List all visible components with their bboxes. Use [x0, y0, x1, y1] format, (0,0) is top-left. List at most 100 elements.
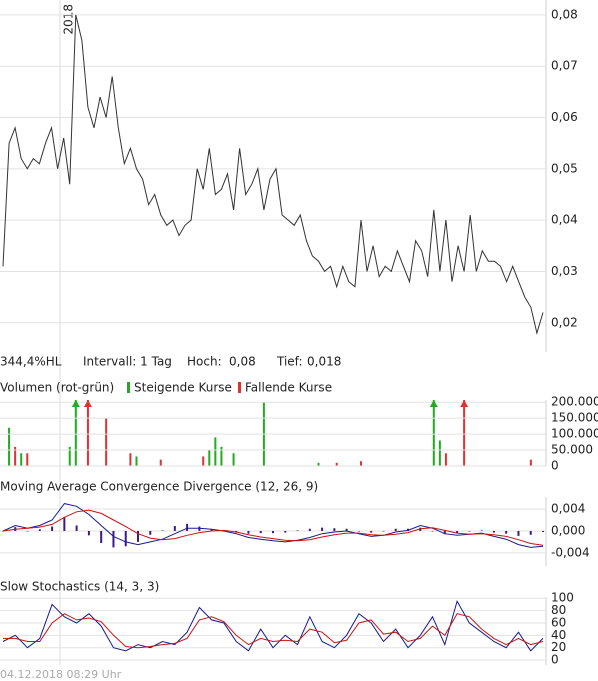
overflow-arrow	[429, 400, 438, 407]
volume-bar	[14, 446, 17, 466]
y-tick-label: 50.000	[551, 443, 593, 457]
line	[2, 509, 544, 546]
volume-bar	[202, 456, 205, 466]
volume-bar	[135, 456, 138, 466]
y-tick-label: 0,07	[551, 59, 578, 73]
histogram-bar	[370, 530, 373, 533]
line	[2, 600, 544, 652]
histogram-bar	[480, 530, 483, 531]
histogram-bar	[345, 528, 348, 531]
histogram-bar	[2, 530, 4, 532]
legend-swatch	[238, 382, 241, 393]
y-tick-label: 150.000	[551, 411, 598, 425]
volume-bar	[438, 440, 441, 466]
y-tick-label: 100.000	[551, 427, 598, 441]
volume-bar	[529, 459, 532, 466]
histogram-bar	[149, 530, 152, 535]
line	[3, 613, 544, 649]
histogram-bar	[112, 530, 115, 548]
volume-bar	[74, 400, 77, 466]
info-high-label: Hoch:	[187, 355, 222, 369]
volume-bar	[129, 453, 132, 466]
volume-bar	[335, 462, 338, 466]
info-interval: Intervall: 1 Tag	[83, 355, 172, 369]
volume-bar	[8, 427, 11, 466]
info-range: 344,4%HL	[0, 355, 62, 369]
y-tick-label: 100	[551, 591, 574, 605]
histogram-bar	[517, 530, 520, 536]
legend-label: Fallende Kurse	[245, 381, 332, 395]
line	[2, 503, 544, 548]
y-tick-label: 60	[551, 615, 566, 629]
histogram-bar	[529, 530, 532, 535]
histogram-bar	[38, 529, 41, 531]
y-tick-label: 0,04	[551, 213, 578, 227]
histogram-bar	[443, 530, 446, 535]
histogram-bar	[137, 530, 139, 542]
y-tick-label: -0,004	[551, 545, 590, 559]
y-tick-label: 0,02	[551, 315, 578, 329]
y-tick-label: 0,03	[551, 264, 578, 278]
volume-bar	[208, 450, 211, 466]
legend-label: Steigende Kurse	[134, 381, 232, 395]
y-tick-label: 20	[551, 640, 566, 654]
histogram-bar	[407, 528, 409, 531]
histogram-bar	[26, 530, 29, 532]
histogram-bar	[456, 530, 459, 534]
histogram-bar	[100, 530, 103, 543]
histogram-bar	[247, 530, 250, 534]
volume-bar	[317, 462, 320, 466]
info-low-label: Tief:	[276, 355, 303, 369]
histogram-bar	[186, 523, 189, 531]
info-low: 0,018	[307, 355, 341, 369]
histogram-bar	[431, 530, 434, 532]
overflow-arrow	[71, 400, 80, 407]
histogram-bar	[124, 530, 127, 547]
y-tick-label: 0	[551, 653, 559, 667]
histogram-bar	[87, 530, 90, 536]
line	[2, 14, 544, 335]
info-high: 0,08	[229, 355, 256, 369]
histogram-bar	[198, 526, 201, 531]
y-tick-label: 40	[551, 628, 566, 642]
volume-bar	[214, 437, 217, 466]
overflow-arrow	[83, 400, 92, 407]
histogram-bar	[173, 526, 176, 531]
volume-bar	[220, 446, 223, 466]
histogram-bar	[505, 530, 508, 534]
histogram-bar	[357, 530, 360, 532]
y-tick-label: 0,08	[551, 7, 578, 21]
timestamp: 04.12.2018 08:29 Uhr	[0, 668, 122, 681]
y-tick-label: 0	[551, 459, 559, 473]
volume-bar	[444, 453, 447, 466]
histogram-bar	[321, 527, 324, 531]
y-tick-label: 80	[551, 603, 566, 617]
histogram-bar	[51, 526, 54, 531]
histogram-bar	[296, 530, 299, 531]
histogram-bar	[394, 528, 397, 531]
histogram-bar	[333, 528, 336, 531]
y-tick-label: 0,004	[551, 502, 585, 516]
volume-bar	[26, 453, 29, 466]
volume-bar	[86, 400, 89, 466]
histogram-bar	[63, 517, 66, 531]
histogram-bar	[468, 530, 471, 532]
panel-title: Moving Average Convergence Divergence (1…	[0, 480, 318, 494]
y-tick-label: 0,000	[551, 523, 585, 537]
overflow-arrow	[460, 400, 469, 407]
histogram-bar	[284, 530, 287, 533]
volume-bar	[68, 446, 71, 466]
year-label: 2018	[62, 4, 76, 35]
histogram-bar	[259, 530, 262, 534]
histogram-bar	[272, 530, 274, 534]
volume-bars	[8, 400, 532, 466]
panel-title: Volumen (rot-grün)	[0, 381, 114, 395]
histogram-bar	[542, 530, 544, 533]
volume-bar	[159, 459, 162, 466]
y-tick-label: 200.000	[551, 395, 598, 409]
histogram-bar	[308, 528, 311, 531]
volume-bar	[359, 461, 362, 466]
y-tick-label: 0,05	[551, 161, 578, 175]
histogram-bar	[75, 525, 78, 531]
